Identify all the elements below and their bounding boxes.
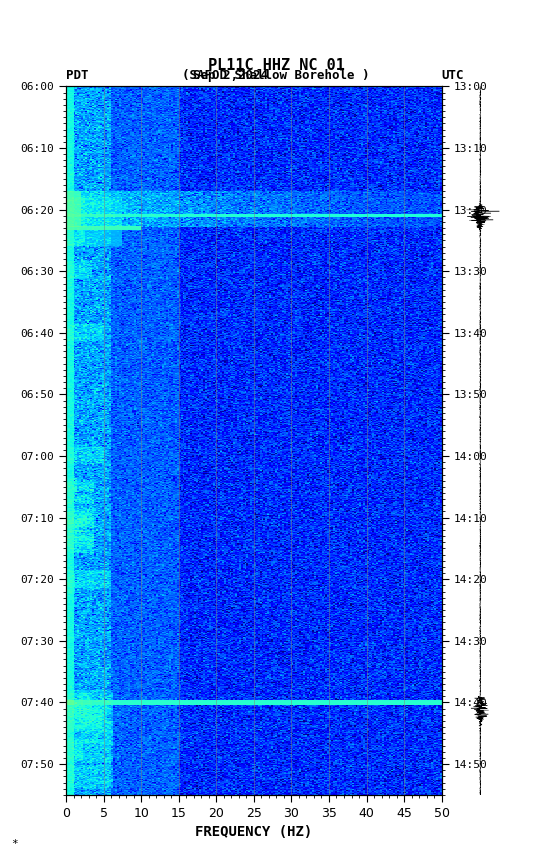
Text: (SAFOD Shallow Borehole ): (SAFOD Shallow Borehole ) <box>182 69 370 82</box>
Text: UTC: UTC <box>442 69 464 82</box>
Text: Sep 2,2024: Sep 2,2024 <box>193 69 268 82</box>
Text: PDT: PDT <box>66 69 89 82</box>
Text: PL11C HHZ NC 01: PL11C HHZ NC 01 <box>208 59 344 73</box>
X-axis label: FREQUENCY (HZ): FREQUENCY (HZ) <box>195 825 312 839</box>
Text: *: * <box>11 839 18 848</box>
